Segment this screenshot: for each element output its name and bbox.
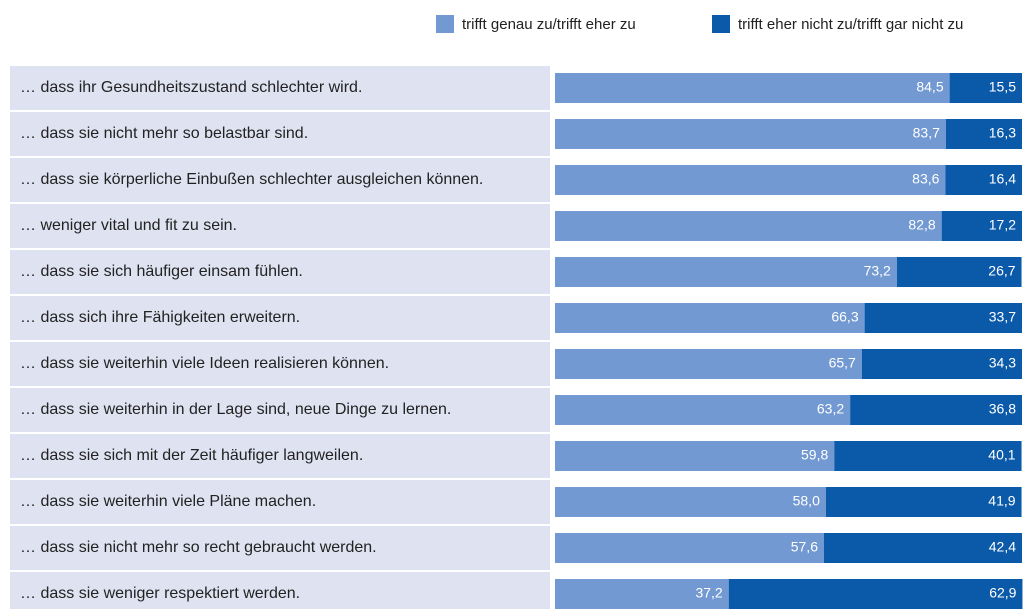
bar-segment (850, 395, 1022, 425)
label-panel (10, 434, 550, 478)
category-label: … dass sie weiterhin in der Lage sind, n… (20, 401, 451, 418)
category-label: … dass sich ihre Fähigkeiten erweitern. (20, 309, 300, 326)
category-label: … dass sie nicht mehr so belastbar sind. (20, 125, 308, 142)
label-panel (10, 342, 550, 386)
value-label: 36,8 (989, 401, 1016, 417)
bar-segment (555, 119, 946, 149)
label-panel (10, 480, 550, 524)
value-label: 62,9 (989, 585, 1016, 601)
value-label: 26,7 (988, 263, 1015, 279)
category-label: … dass sie weiterhin viele Ideen realisi… (20, 355, 389, 372)
value-label: 42,4 (989, 539, 1016, 555)
value-label: 41,9 (988, 493, 1015, 509)
value-label: 58,0 (793, 493, 820, 509)
value-label: 82,8 (908, 217, 935, 233)
bar-segment (555, 533, 824, 563)
legend-swatch (712, 15, 730, 33)
bar-segment (941, 211, 1022, 241)
bar-segment (555, 211, 942, 241)
label-panel (10, 250, 550, 294)
category-label: … dass ihr Gesundheitszustand schlechter… (20, 79, 362, 96)
bar-segment (555, 349, 862, 379)
category-label: … dass sie körperliche Einbußen schlecht… (20, 171, 483, 188)
value-label: 65,7 (829, 355, 856, 371)
bar-segment (945, 119, 1022, 149)
bar-segment (555, 73, 950, 103)
bar-segment (555, 487, 826, 517)
bar-segment (555, 165, 946, 195)
bar-segment (945, 165, 1022, 195)
value-label: 15,5 (989, 79, 1016, 95)
bar-segment (555, 303, 865, 333)
label-panel (10, 112, 550, 156)
legend-label: trifft eher nicht zu/trifft gar nicht zu (738, 16, 963, 33)
value-label: 66,3 (831, 309, 858, 325)
value-label: 16,3 (989, 125, 1016, 141)
value-label: 83,7 (913, 125, 940, 141)
bar-segment (861, 349, 1022, 379)
category-label: … weniger vital und fit zu sein. (20, 217, 237, 234)
value-label: 83,6 (912, 171, 939, 187)
label-panel (10, 572, 550, 609)
label-panel (10, 158, 550, 202)
bar-segment (555, 257, 897, 287)
category-label: … dass sie sich mit der Zeit häufiger la… (20, 447, 363, 464)
value-label: 73,2 (864, 263, 891, 279)
label-panel (10, 296, 550, 340)
label-panel (10, 204, 550, 248)
value-label: 40,1 (988, 447, 1015, 463)
category-label: … dass sie nicht mehr so recht gebraucht… (20, 539, 377, 556)
bar-segment (864, 303, 1022, 333)
bar-segment (896, 257, 1022, 287)
value-label: 57,6 (791, 539, 818, 555)
value-label: 34,3 (989, 355, 1016, 371)
value-label: 16,4 (989, 171, 1016, 187)
label-panel (10, 66, 550, 110)
value-label: 59,8 (801, 447, 828, 463)
bar-segment (555, 441, 835, 471)
bar-segment (834, 441, 1022, 471)
bar-segment (555, 395, 851, 425)
value-label: 63,2 (817, 401, 844, 417)
value-label: 84,5 (916, 79, 943, 95)
bar-segment (728, 579, 1023, 609)
bar-segment (555, 579, 729, 609)
category-label: … dass sie sich häufiger einsam fühlen. (20, 263, 303, 280)
value-label: 33,7 (989, 309, 1016, 325)
legend-swatch (436, 15, 454, 33)
category-label: … dass sie weniger respektiert werden. (20, 585, 300, 602)
value-label: 37,2 (695, 585, 722, 601)
bar-segment (823, 533, 1022, 563)
bar-segment (949, 73, 1022, 103)
label-panel (10, 388, 550, 432)
label-panel (10, 526, 550, 570)
bar-segment (825, 487, 1022, 517)
value-label: 17,2 (989, 217, 1016, 233)
category-label: … dass sie weiterhin viele Pläne machen. (20, 493, 316, 510)
legend-label: trifft genau zu/trifft eher zu (462, 16, 636, 33)
